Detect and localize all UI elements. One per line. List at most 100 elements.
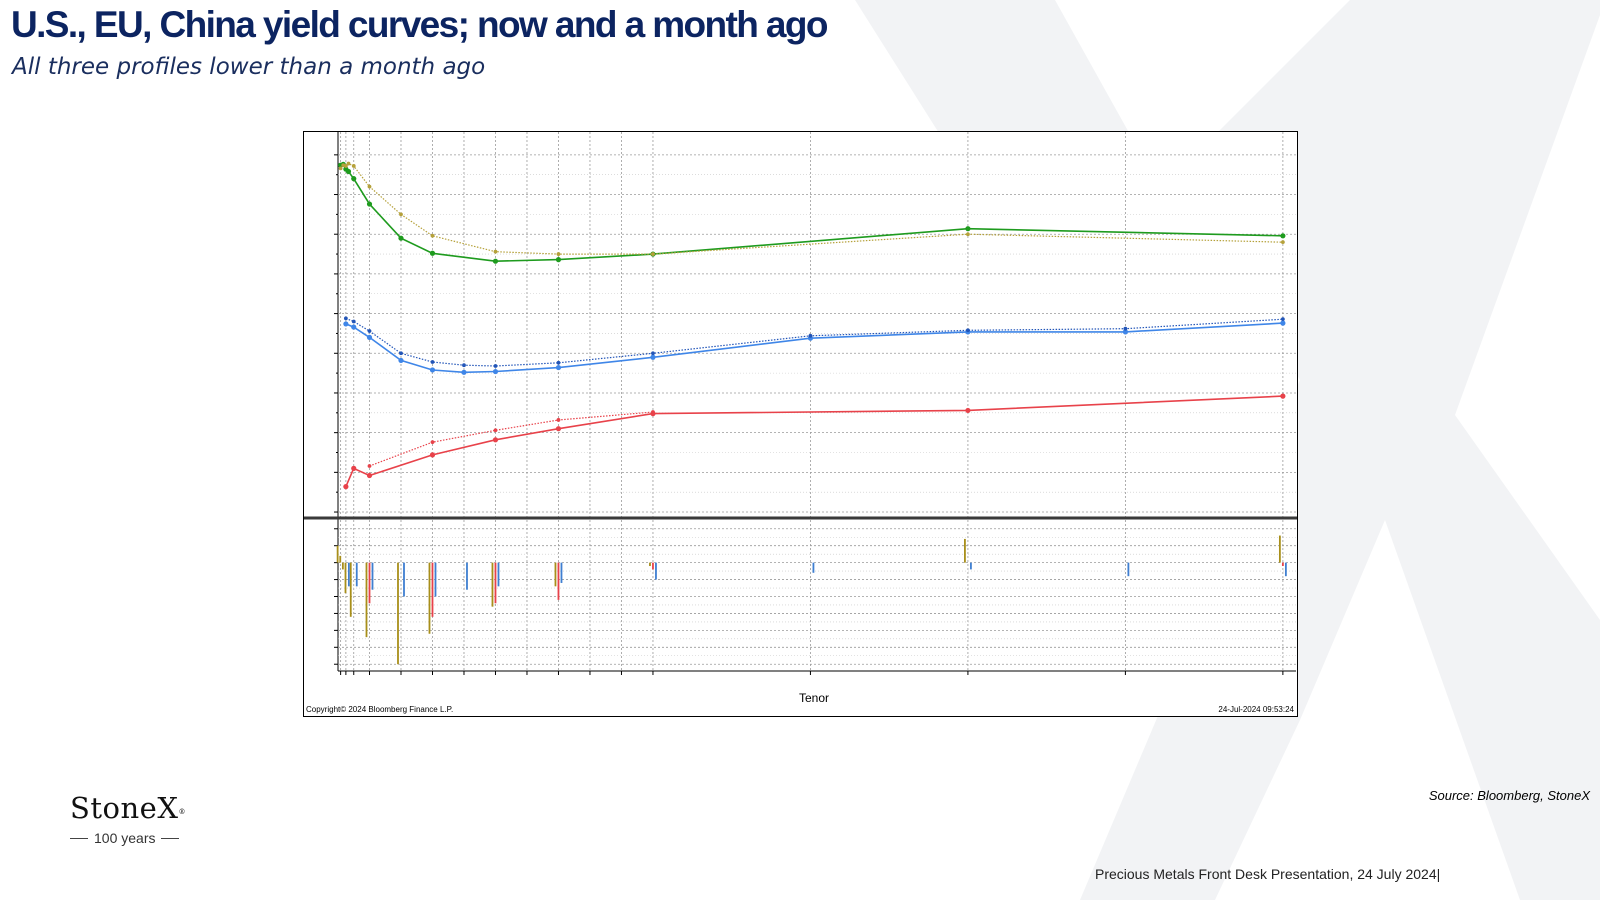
- change-bar-us: [964, 538, 966, 563]
- change-bar-us: [365, 562, 368, 638]
- series-point-eu_month_ago: [1280, 317, 1285, 322]
- series-point-china_month_ago: [430, 440, 435, 445]
- change-bar-eu: [403, 562, 405, 597]
- series-point-china_now: [555, 426, 562, 432]
- logo-wordmark: StoneX®: [70, 792, 186, 824]
- change-bar-eu: [497, 562, 500, 587]
- x-axis-label: Tenor: [799, 691, 829, 705]
- series-point-eu_month_ago: [430, 360, 435, 364]
- series-point-us_now: [492, 258, 499, 264]
- change-bar-eu: [466, 562, 468, 590]
- change-bar-china: [368, 562, 371, 604]
- series-point-us_month_ago: [651, 252, 655, 256]
- change-bar-us: [491, 562, 494, 607]
- change-bar-us: [554, 562, 557, 587]
- change-bar-us: [649, 562, 651, 567]
- series-line-eu_month_ago: [345, 317, 1283, 367]
- series-point-us_now: [398, 235, 404, 241]
- change-bar-eu: [655, 562, 657, 580]
- change-bar-us: [339, 555, 342, 563]
- logo-registered-mark: ®: [178, 808, 186, 816]
- change-bar-eu: [434, 562, 437, 597]
- tagline-rule-right: [161, 837, 180, 839]
- series-point-us_now: [345, 168, 352, 175]
- series-point-china_month_ago: [493, 428, 498, 433]
- change-bar-china: [557, 562, 560, 600]
- series-point-eu_now: [398, 357, 404, 364]
- yield-series: [338, 161, 1286, 490]
- series-point-us_month_ago: [430, 233, 435, 238]
- grid-lines: [334, 132, 1296, 675]
- series-point-eu_month_ago: [351, 319, 356, 324]
- series-point-eu_month_ago: [343, 316, 348, 321]
- logo-tagline: 100 years: [70, 830, 186, 846]
- series-point-eu_now: [351, 324, 357, 330]
- series-point-eu_month_ago: [399, 351, 403, 356]
- series-point-us_month_ago: [1280, 240, 1285, 245]
- series-point-us_now: [366, 201, 373, 207]
- series-point-us_now: [965, 226, 971, 232]
- series-point-china_now: [351, 465, 357, 471]
- series-point-eu_now: [343, 321, 349, 327]
- series-point-eu_now: [1122, 329, 1128, 335]
- series-point-us_month_ago: [367, 184, 372, 189]
- series-point-us_month_ago: [556, 252, 561, 256]
- series-point-china_now: [1280, 393, 1286, 399]
- series-point-eu_month_ago: [1123, 326, 1128, 331]
- change-bar-eu: [560, 562, 563, 583]
- series-point-china_month_ago: [556, 418, 561, 422]
- series-point-us_now: [429, 250, 436, 256]
- series-point-eu_now: [555, 364, 562, 371]
- series-point-eu_month_ago: [493, 364, 498, 368]
- chart-copyright: Copyright© 2024 Bloomberg Finance L.P.: [306, 705, 453, 714]
- series-point-eu_month_ago: [367, 329, 372, 333]
- series-point-us_month_ago: [343, 164, 348, 168]
- series-line-us_now: [340, 163, 1283, 263]
- stonex-logo: StoneX® 100 years: [70, 792, 186, 846]
- change-bar-us: [349, 562, 352, 617]
- logo-tagline-text: 100 years: [94, 830, 156, 846]
- change-bar-us: [341, 562, 344, 570]
- series-point-china_month_ago: [367, 464, 372, 468]
- logo-name: StoneX: [70, 791, 179, 825]
- change-bar-china: [652, 562, 654, 570]
- series-line-china_now: [345, 395, 1283, 487]
- series-point-eu_month_ago: [651, 351, 655, 356]
- series-point-us_now: [351, 176, 357, 182]
- yield-curve-chart: Tenor Copyright© 2024 Bloomberg Finance …: [303, 131, 1298, 717]
- series-line-eu_now: [345, 322, 1283, 374]
- series-point-us_month_ago: [346, 161, 351, 166]
- series-point-eu_now: [492, 368, 499, 375]
- series-point-us_month_ago: [493, 249, 498, 254]
- series-point-eu_month_ago: [808, 333, 813, 338]
- series-point-eu_now: [429, 367, 436, 373]
- series-point-china_month_ago: [651, 410, 655, 414]
- series-point-eu_month_ago: [462, 363, 466, 368]
- series-point-us_now: [555, 257, 562, 263]
- slide-subtitle: All three profiles lower than a month ag…: [12, 54, 486, 80]
- series-point-china_now: [366, 472, 373, 479]
- series-point-china_now: [429, 452, 436, 458]
- change-bar-china: [494, 562, 497, 604]
- series-point-china_now: [965, 407, 971, 414]
- series-point-china_now: [492, 437, 499, 443]
- change-bar-us: [397, 562, 399, 665]
- change-bar-eu: [1284, 562, 1287, 577]
- series-point-us_now: [1280, 233, 1286, 239]
- series-point-eu_now: [650, 354, 656, 360]
- series-point-eu_month_ago: [556, 360, 561, 365]
- series-point-eu_month_ago: [966, 328, 970, 333]
- change-bar-us: [344, 562, 347, 594]
- chart-timestamp: 24-Jul-2024 09:53:24: [1218, 705, 1294, 714]
- change-bar-china: [431, 562, 434, 617]
- change-bar-us: [428, 562, 431, 634]
- slide-title: U.S., EU, China yield curves; now and a …: [11, 4, 829, 45]
- source-note: Source: Bloomberg, StoneX: [1428, 788, 1590, 803]
- change-bars: [336, 535, 1287, 665]
- series-point-eu_now: [1280, 320, 1286, 326]
- series-point-us_month_ago: [966, 232, 970, 237]
- footer-text: Precious Metals Front Desk Presentation,…: [1095, 866, 1441, 882]
- change-bar-eu: [1127, 562, 1130, 577]
- series-point-china_now: [343, 484, 349, 490]
- chart-canvas: Tenor Copyright© 2024 Bloomberg Finance …: [304, 132, 1297, 714]
